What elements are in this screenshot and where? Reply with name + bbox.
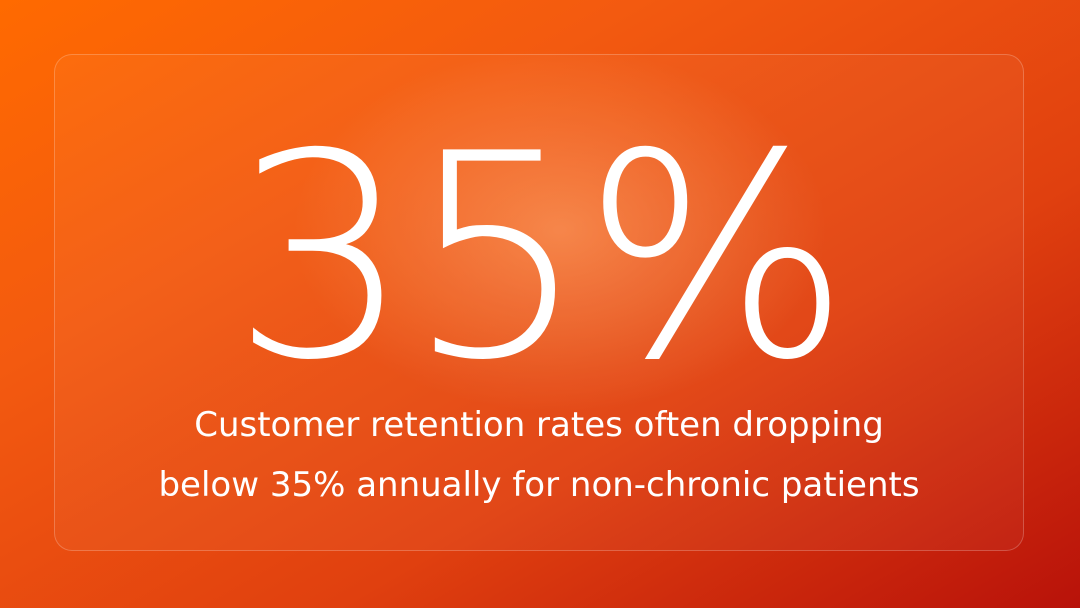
description-line: Customer retention rates often dropping <box>194 405 884 445</box>
stat-card: 35% Customer retention rates often dropp… <box>54 54 1024 551</box>
stat-value: 35% <box>231 93 851 422</box>
stat-description: Customer retention rates often dropping … <box>55 395 1023 515</box>
description-line: below 35% annually for non-chronic patie… <box>158 465 920 505</box>
